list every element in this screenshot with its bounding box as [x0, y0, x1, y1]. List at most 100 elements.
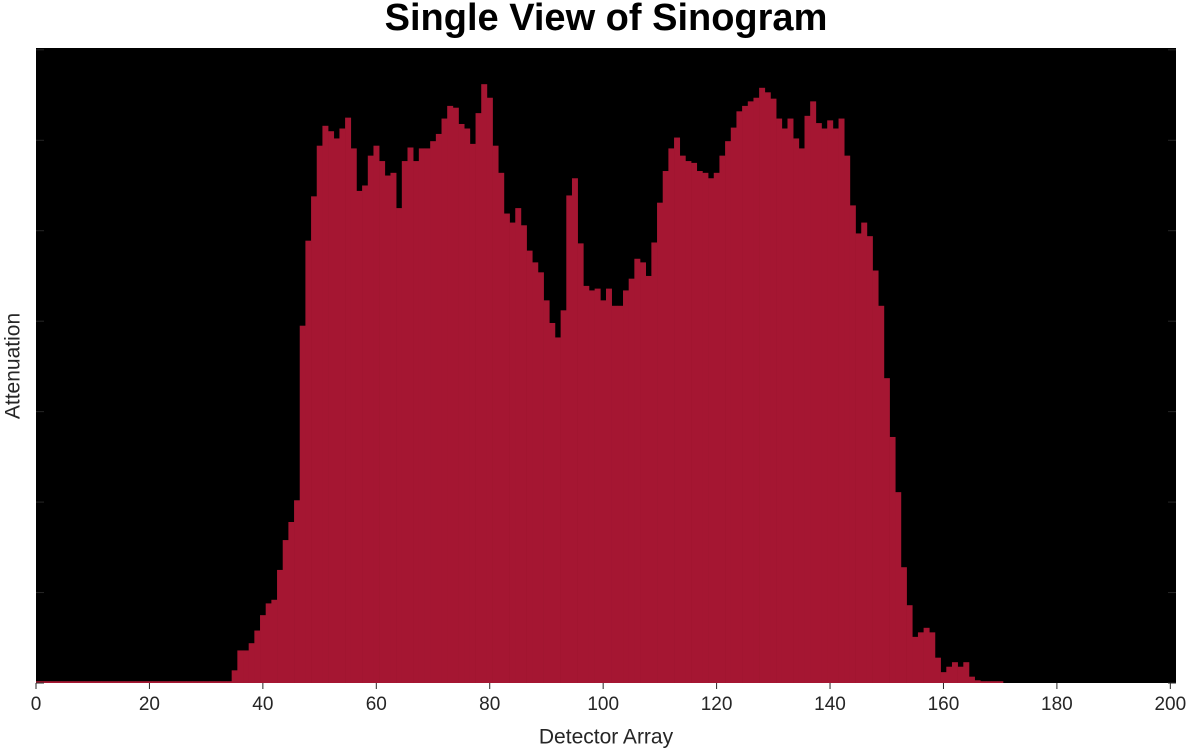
bar [350, 148, 357, 683]
bar [991, 681, 998, 683]
bar [441, 118, 448, 683]
bar [118, 681, 125, 683]
bar [889, 436, 896, 683]
bar [475, 113, 482, 683]
bar [214, 681, 221, 683]
bar [957, 666, 964, 683]
bar [447, 105, 454, 683]
bar [787, 118, 794, 683]
bar [401, 161, 408, 683]
bar [373, 145, 380, 683]
bar [685, 161, 692, 683]
bar [838, 118, 845, 683]
bar [282, 540, 289, 683]
bar [832, 128, 839, 683]
bar [798, 148, 805, 683]
bar [566, 195, 573, 683]
bar [305, 240, 312, 683]
bar [821, 128, 828, 683]
bar [594, 288, 601, 683]
bar [186, 681, 193, 683]
bar [123, 681, 130, 683]
bar [583, 285, 590, 683]
bar [44, 681, 51, 683]
bar [634, 258, 641, 683]
bar [89, 681, 96, 683]
bar [112, 681, 119, 683]
bar [764, 92, 771, 683]
bar [452, 107, 459, 683]
bar [963, 662, 970, 683]
bar [140, 681, 147, 683]
bar [804, 115, 811, 683]
bar [163, 681, 170, 683]
bar [498, 172, 505, 683]
bar [560, 310, 567, 683]
bar [265, 603, 272, 683]
bar [362, 185, 369, 683]
bar [72, 681, 79, 683]
bar [844, 155, 851, 683]
bar [810, 101, 817, 683]
bar [299, 325, 306, 683]
bar [316, 145, 323, 683]
bar [651, 242, 658, 683]
bar [781, 128, 788, 683]
bar [906, 605, 913, 683]
x-tick-label: 40 [252, 694, 273, 715]
bars [36, 84, 1004, 683]
bar [611, 305, 618, 683]
bar [322, 125, 329, 683]
bar [180, 681, 187, 683]
bar [878, 305, 885, 683]
bar [84, 681, 91, 683]
bar [708, 178, 715, 683]
bar [861, 222, 868, 683]
bar [974, 680, 981, 683]
bar [55, 681, 62, 683]
bar [730, 127, 737, 683]
bar [640, 262, 647, 683]
bar [61, 681, 68, 683]
bar [311, 196, 318, 683]
bar [934, 657, 941, 683]
bar [753, 97, 760, 683]
x-tick-label: 200 [1154, 694, 1186, 715]
bar [827, 120, 834, 683]
bar [725, 141, 732, 683]
bar [418, 148, 425, 683]
bar [260, 615, 267, 683]
bar [36, 681, 40, 683]
bar [691, 162, 698, 683]
bar [759, 87, 766, 683]
bar [986, 681, 992, 683]
bar [328, 131, 335, 683]
bar [231, 670, 238, 683]
bar [146, 681, 153, 683]
bar [509, 222, 516, 683]
bar [174, 681, 181, 683]
bar [940, 672, 947, 683]
bar [883, 378, 890, 683]
bar [220, 681, 227, 683]
bar [617, 305, 624, 683]
x-axis-label: Detector Array [539, 726, 674, 749]
x-tick-label: 100 [587, 694, 619, 715]
bar [430, 141, 437, 683]
x-tick-label: 160 [928, 694, 960, 715]
bar [333, 138, 340, 683]
chart-title: Single View of Sinogram [385, 0, 828, 39]
bar [191, 681, 198, 683]
bar [243, 650, 249, 683]
bar [435, 133, 442, 683]
x-tick-label: 140 [814, 694, 846, 715]
bar [997, 681, 1004, 683]
bar [929, 632, 936, 683]
bar [520, 225, 527, 683]
bar [900, 567, 907, 683]
bar [515, 208, 522, 683]
bar [917, 632, 924, 683]
bar [968, 676, 975, 683]
bar [503, 213, 510, 683]
